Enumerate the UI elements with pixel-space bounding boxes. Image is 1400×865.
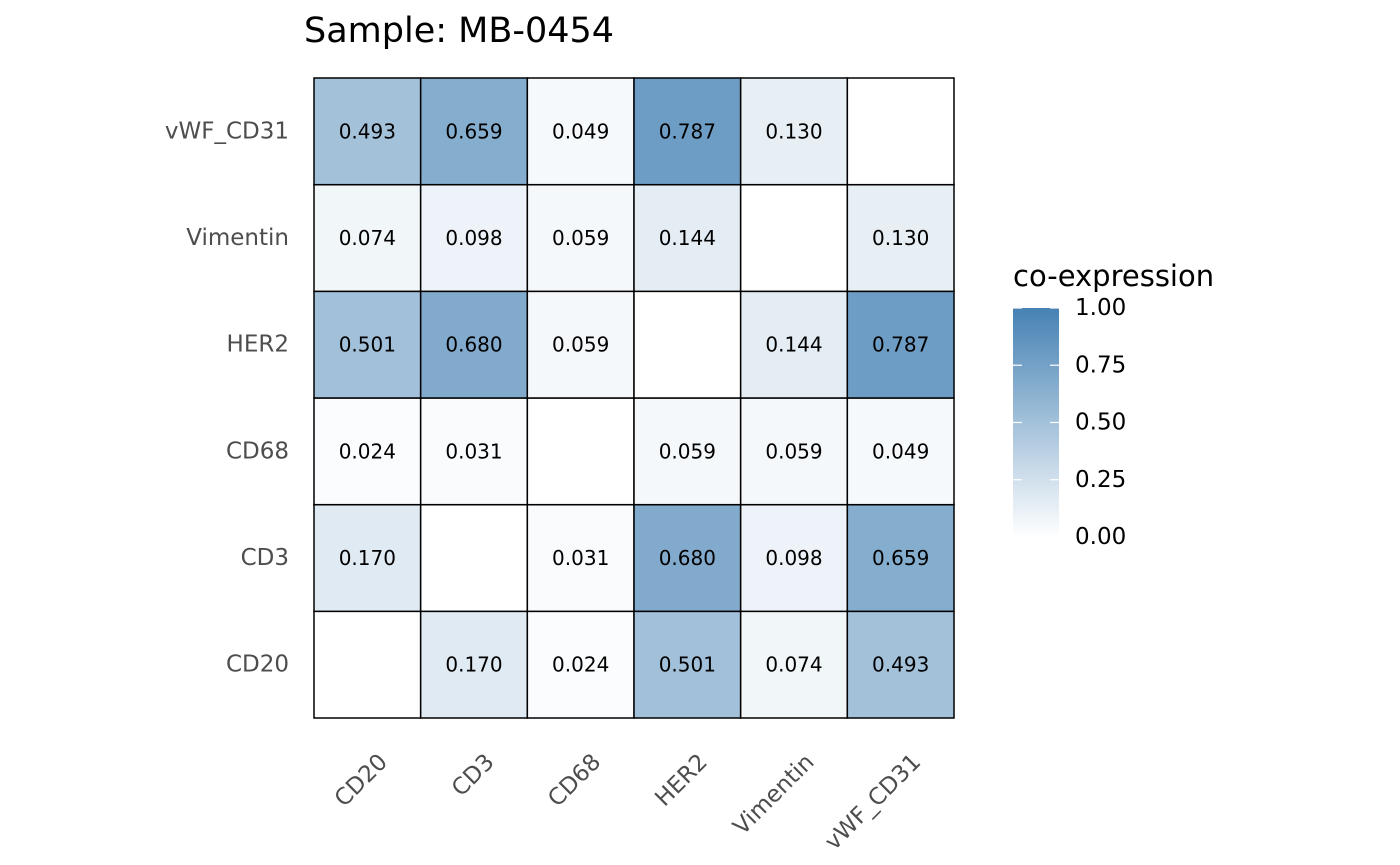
cell-value-label: 0.680 — [445, 333, 502, 357]
x-tick-label: CD68 — [543, 749, 606, 812]
cell-value-label: 0.130 — [765, 119, 822, 143]
heatmap-cell-CD3-CD20 — [419, 610, 529, 719]
heatmap-cell-vWF_CD31-CD3 — [846, 503, 955, 613]
legend-tick-label: 0.25 — [1075, 467, 1126, 493]
heatmap-cell-CD68-CD20 — [526, 610, 635, 719]
heatmap-cell-HER2-CD3 — [633, 503, 742, 613]
x-tick-label: CD3 — [447, 749, 500, 802]
cell-value-label: 0.501 — [339, 333, 396, 357]
heatmap-cell-CD20-Vimentin — [313, 183, 422, 293]
cell-value-label: 0.659 — [872, 546, 929, 570]
cell-value-label: 0.144 — [765, 333, 822, 357]
cell-value-label: 0.059 — [765, 439, 822, 463]
cell-value-label: 0.049 — [552, 119, 609, 143]
heatmap-cell-Vimentin-Vimentin — [739, 183, 849, 293]
heatmap-cell-CD68-CD68 — [526, 397, 635, 506]
y-tick-label: vWF_CD31 — [165, 118, 289, 144]
cell-value-label: 0.031 — [552, 546, 609, 570]
heatmap-cells — [313, 77, 955, 719]
chart-title: Sample: MB-0454 — [304, 11, 614, 51]
cell-value-label: 0.059 — [659, 439, 716, 463]
heatmap-cell-HER2-CD68 — [633, 397, 742, 506]
cell-value-label: 0.170 — [445, 653, 502, 677]
heatmap-cell-Vimentin-HER2 — [739, 290, 849, 399]
heatmap-cell-CD3-CD3 — [419, 503, 529, 613]
cell-value-label: 0.170 — [339, 546, 396, 570]
heatmap-cell-Vimentin-CD3 — [739, 503, 849, 613]
cell-value-label: 0.024 — [552, 653, 609, 677]
x-tick-label: Vimentin — [729, 749, 820, 840]
legend-tick-label: 0.50 — [1075, 410, 1126, 436]
cell-value-label: 0.059 — [552, 333, 609, 357]
y-tick-label: Vimentin — [186, 225, 289, 251]
cell-value-label: 0.493 — [339, 119, 396, 143]
heatmap-cell-CD3-HER2 — [419, 290, 529, 399]
legend: co-expression 1.00 0.75 0.50 0.25 0.00 — [1013, 259, 1214, 550]
cell-value-label: 0.031 — [445, 439, 502, 463]
heatmap-cell-vWF_CD31-CD68 — [846, 397, 955, 506]
y-tick-label: CD68 — [226, 438, 289, 464]
cell-value-label: 0.680 — [659, 546, 716, 570]
cell-value-label: 0.659 — [445, 119, 502, 143]
heatmap-cell-vWF_CD31-CD20 — [846, 610, 955, 719]
legend-tick-label: 0.00 — [1075, 524, 1126, 550]
cell-value-label: 0.144 — [659, 226, 716, 250]
cell-value-label: 0.074 — [765, 653, 822, 677]
heatmap-cell-CD68-HER2 — [526, 290, 635, 399]
cell-value-label: 0.501 — [659, 653, 716, 677]
cell-value-label: 0.787 — [659, 119, 716, 143]
heatmap-cell-HER2-HER2 — [633, 290, 742, 399]
x-tick-label: vWF_CD31 — [820, 749, 926, 855]
y-tick-label: CD3 — [241, 545, 289, 571]
x-tick-label: HER2 — [650, 749, 713, 812]
heatmap-cell-vWF_CD31-HER2 — [846, 290, 955, 399]
heatmap-cell-HER2-vWF_CD31 — [633, 77, 742, 186]
cell-value-label: 0.024 — [339, 439, 396, 463]
cell-value-label: 0.074 — [339, 226, 396, 250]
heatmap-cell-CD20-CD20 — [313, 610, 422, 719]
heatmap-cell-vWF_CD31-Vimentin — [846, 183, 955, 293]
cell-value-label: 0.098 — [445, 226, 502, 250]
heatmap-cell-Vimentin-CD20 — [739, 610, 849, 719]
legend-tick-label: 0.75 — [1075, 352, 1126, 378]
heatmap-cell-CD20-CD3 — [313, 503, 422, 613]
heatmap-cell-CD68-vWF_CD31 — [526, 77, 635, 186]
legend-title: co-expression — [1013, 259, 1214, 293]
x-tick-label: CD20 — [330, 749, 393, 812]
y-axis: CD20 CD3 CD68 HER2 Vimentin vWF_CD31 — [165, 118, 289, 677]
x-axis: CD20 CD3 CD68 HER2 Vimentin vWF_CD31 — [330, 749, 926, 855]
cell-value-label: 0.130 — [872, 226, 929, 250]
heatmap-cell-CD20-HER2 — [313, 290, 422, 399]
cell-value-label: 0.098 — [765, 546, 822, 570]
legend-ticks: 1.00 0.75 0.50 0.25 0.00 — [1013, 295, 1126, 550]
legend-tick-label: 1.00 — [1075, 295, 1126, 321]
heatmap-cell-CD68-CD3 — [526, 503, 635, 613]
heatmap-cell-vWF_CD31-vWF_CD31 — [846, 77, 955, 186]
cell-value-label: 0.059 — [552, 226, 609, 250]
cell-value-label: 0.787 — [872, 333, 929, 357]
cell-value-label: 0.493 — [872, 653, 929, 677]
heatmap-cell-CD68-Vimentin — [526, 183, 635, 293]
y-tick-label: CD20 — [226, 652, 289, 678]
heatmap-cell-CD3-CD68 — [419, 397, 529, 506]
heatmap-cell-labels: 0.170 0.024 0.501 0.074 0.493 0.170 0.031 0.680… — [339, 119, 930, 676]
heatmap-cell-CD3-vWF_CD31 — [419, 77, 529, 186]
y-tick-label: HER2 — [227, 332, 289, 358]
cell-value-label: 0.049 — [872, 439, 929, 463]
